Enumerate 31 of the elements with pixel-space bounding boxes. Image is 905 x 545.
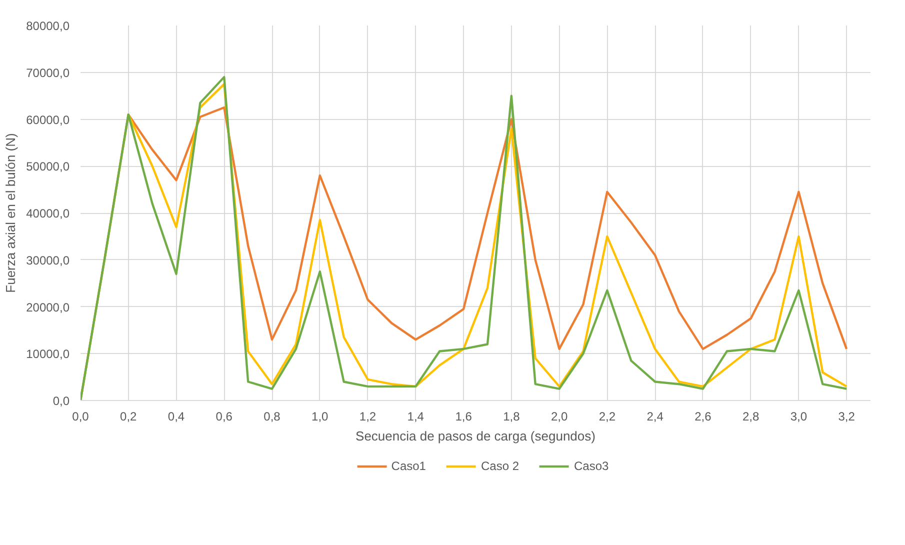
x-tick-label: 0,0 (72, 410, 90, 424)
x-tick-label: 2,6 (694, 410, 712, 424)
y-tick-label: 20000,0 (26, 300, 70, 314)
x-tick-label: 1,6 (455, 410, 472, 424)
x-tick-label: 1,4 (407, 410, 424, 424)
x-tick-label: 0,8 (264, 410, 281, 424)
y-tick-label: 50000,0 (26, 160, 70, 174)
legend-label: Caso1 (391, 459, 426, 473)
y-tick-label: 70000,0 (26, 66, 70, 80)
legend-label: Caso 2 (480, 459, 520, 473)
x-axis-title: Secuencia de pasos de carga (segundos) (356, 428, 596, 444)
x-tick-label: 1,8 (503, 410, 520, 424)
y-tick-label: 0,0 (52, 394, 70, 408)
x-tick-label: 0,2 (120, 410, 138, 424)
y-axis-title: Fuerza axial en el bulón (N) (3, 133, 18, 293)
x-tick-label: 1,0 (312, 410, 329, 424)
y-tick-label: 30000,0 (26, 253, 70, 268)
y-tick-label: 60000,0 (26, 112, 70, 127)
x-tick-label: 0,6 (216, 410, 233, 424)
x-tick-label: 3,0 (790, 410, 808, 424)
x-tick-label: 1,2 (359, 410, 376, 424)
x-tick-label: 3,2 (838, 410, 856, 424)
x-tick-label: 2,4 (646, 410, 664, 424)
y-tick-label: 40000,0 (26, 206, 70, 220)
x-tick-label: 2,8 (742, 410, 760, 424)
legend-label: Caso3 (574, 459, 609, 473)
y-tick-label: 80000,0 (26, 19, 70, 33)
x-tick-label: 0,4 (168, 410, 185, 424)
x-tick-label: 2,0 (550, 410, 568, 424)
y-tick-label: 10000,0 (26, 347, 70, 362)
x-tick-label: 2,2 (598, 410, 616, 424)
